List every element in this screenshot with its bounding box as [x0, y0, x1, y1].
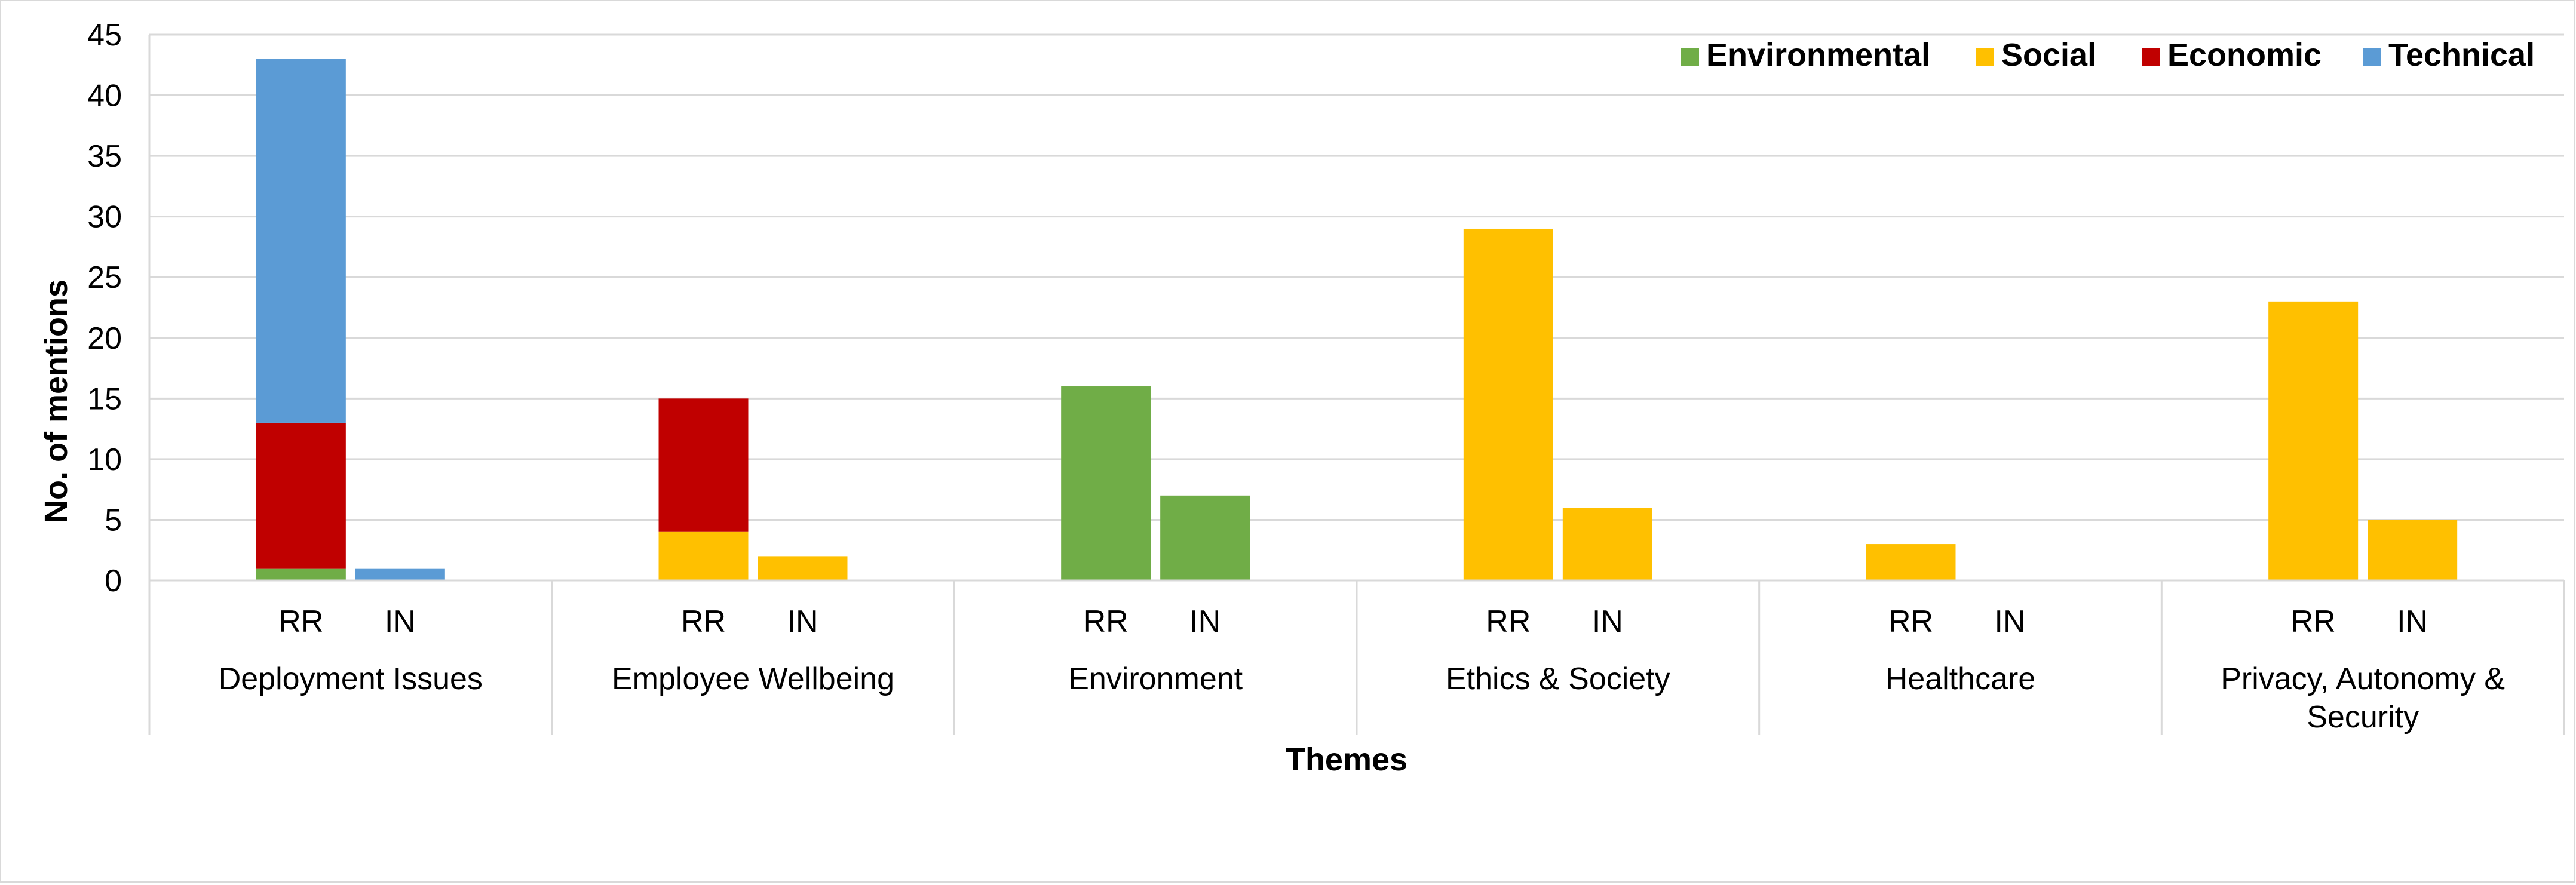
- legend-item: Social: [1976, 37, 2096, 73]
- legend-label: Environmental: [1706, 37, 1930, 73]
- sub-category-label: IN: [2397, 604, 2428, 639]
- legend-swatch: [2363, 48, 2381, 66]
- bar-segment-social: [1866, 544, 1956, 580]
- sub-category-label: IN: [1189, 604, 1220, 639]
- category-label: Security: [2307, 700, 2419, 735]
- sub-category-label: RR: [681, 604, 726, 639]
- sub-category-label: IN: [385, 604, 416, 639]
- y-tick-label: 0: [105, 564, 122, 598]
- gridlines: [149, 33, 2564, 521]
- sub-category-label: IN: [1995, 604, 2026, 639]
- sub-category-label: IN: [787, 604, 818, 639]
- x-axis-title: Themes: [1286, 742, 1407, 778]
- sub-category-label: IN: [1592, 604, 1623, 639]
- legend-item: Environmental: [1681, 37, 1930, 73]
- y-tick-label: 45: [87, 18, 122, 53]
- legend-swatch: [2142, 48, 2160, 66]
- bar-segment-environmental: [1160, 495, 1250, 580]
- sub-category-label: RR: [1888, 604, 1933, 639]
- legend-label: Technical: [2388, 37, 2535, 73]
- legend-label: Social: [2001, 37, 2096, 73]
- axis-labels: 0 5 10 15 20 25 30 35 40 45 RR IN Deployment Issues R…: [87, 18, 2505, 735]
- legend: Environmental Social Economic Technical: [1681, 37, 2535, 73]
- legend-swatch: [1976, 48, 1994, 66]
- legend-swatch: [1681, 48, 1699, 66]
- category-label: Healthcare: [1885, 662, 2035, 696]
- y-axis-title: No. of mentions: [38, 279, 74, 523]
- bar-segment-environmental: [256, 568, 346, 580]
- y-tick-label: 15: [87, 382, 122, 416]
- sub-category-label: RR: [1084, 604, 1128, 639]
- y-tick-label: 5: [105, 503, 122, 537]
- y-tick-label: 30: [87, 200, 122, 235]
- bar-segment-economic: [658, 398, 749, 532]
- bar-segment-social: [658, 531, 749, 580]
- category-label: Privacy, Autonomy &: [2221, 662, 2505, 696]
- category-label: Employee Wellbeing: [612, 662, 894, 696]
- bar-segment-social: [2368, 520, 2458, 580]
- sub-category-label: RR: [278, 604, 323, 639]
- y-tick-label: 25: [87, 260, 122, 295]
- category-label: Environment: [1068, 662, 1243, 696]
- bar-segment-environmental: [1061, 386, 1151, 580]
- sub-category-label: RR: [1486, 604, 1531, 639]
- sub-category-label: RR: [2291, 604, 2336, 639]
- bar-segment-social: [1463, 228, 1553, 580]
- bar-segment-social: [758, 556, 848, 580]
- category-label: Deployment Issues: [219, 662, 483, 696]
- legend-item: Technical: [2363, 37, 2535, 73]
- bar-segment-economic: [256, 422, 346, 569]
- y-tick-label: 10: [87, 442, 122, 477]
- y-tick-label: 20: [87, 321, 122, 356]
- bars: [256, 59, 2458, 580]
- axes: [148, 35, 2565, 735]
- category-label: Ethics & Society: [1446, 662, 1670, 696]
- bar-segment-technical: [355, 568, 445, 580]
- bar-segment-social: [1562, 508, 1652, 580]
- bar-segment-technical: [256, 59, 346, 423]
- bar-segment-social: [2268, 301, 2359, 580]
- y-tick-label: 40: [87, 79, 122, 113]
- legend-item: Economic: [2142, 37, 2322, 73]
- y-tick-label: 35: [87, 139, 122, 174]
- legend-label: Economic: [2167, 37, 2322, 73]
